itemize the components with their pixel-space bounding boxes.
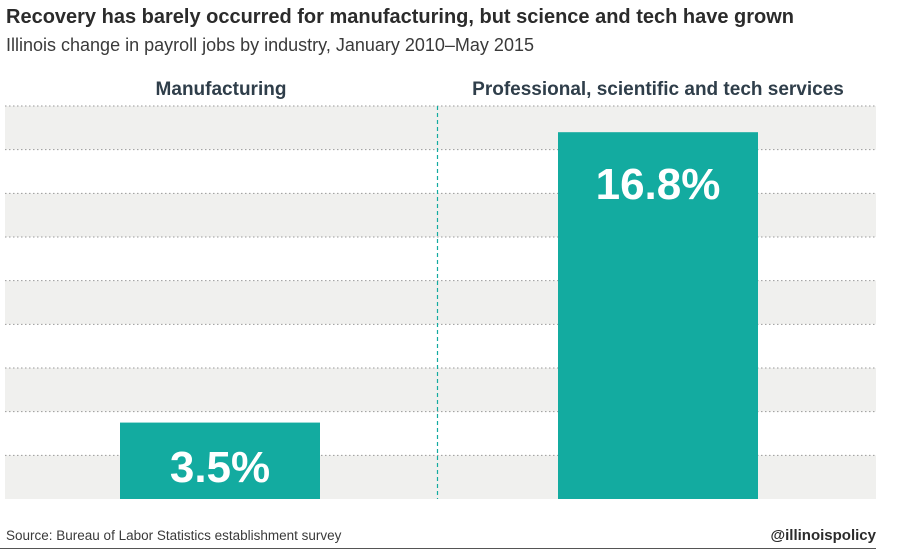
source-note: Source: Bureau of Labor Statistics estab… [6, 528, 342, 543]
bottom-rule [0, 548, 876, 549]
chart-title: Recovery has barely occurred for manufac… [6, 6, 795, 28]
category-labels: Manufacturing Professional, scientific an… [156, 79, 844, 100]
bar-0 [120, 422, 320, 499]
category-label-0: Manufacturing [156, 79, 287, 100]
chart-subtitle: Illinois change in payroll jobs by indus… [6, 35, 534, 55]
bar-1 [558, 132, 758, 499]
data-label-1: 16.8% [596, 160, 721, 209]
bars: 3.5% 16.8% [120, 132, 758, 499]
data-label-0: 3.5% [170, 443, 270, 492]
brand-handle: @illinoispolicy [770, 527, 876, 544]
category-label-1: Professional, scientific and tech servic… [472, 79, 844, 100]
